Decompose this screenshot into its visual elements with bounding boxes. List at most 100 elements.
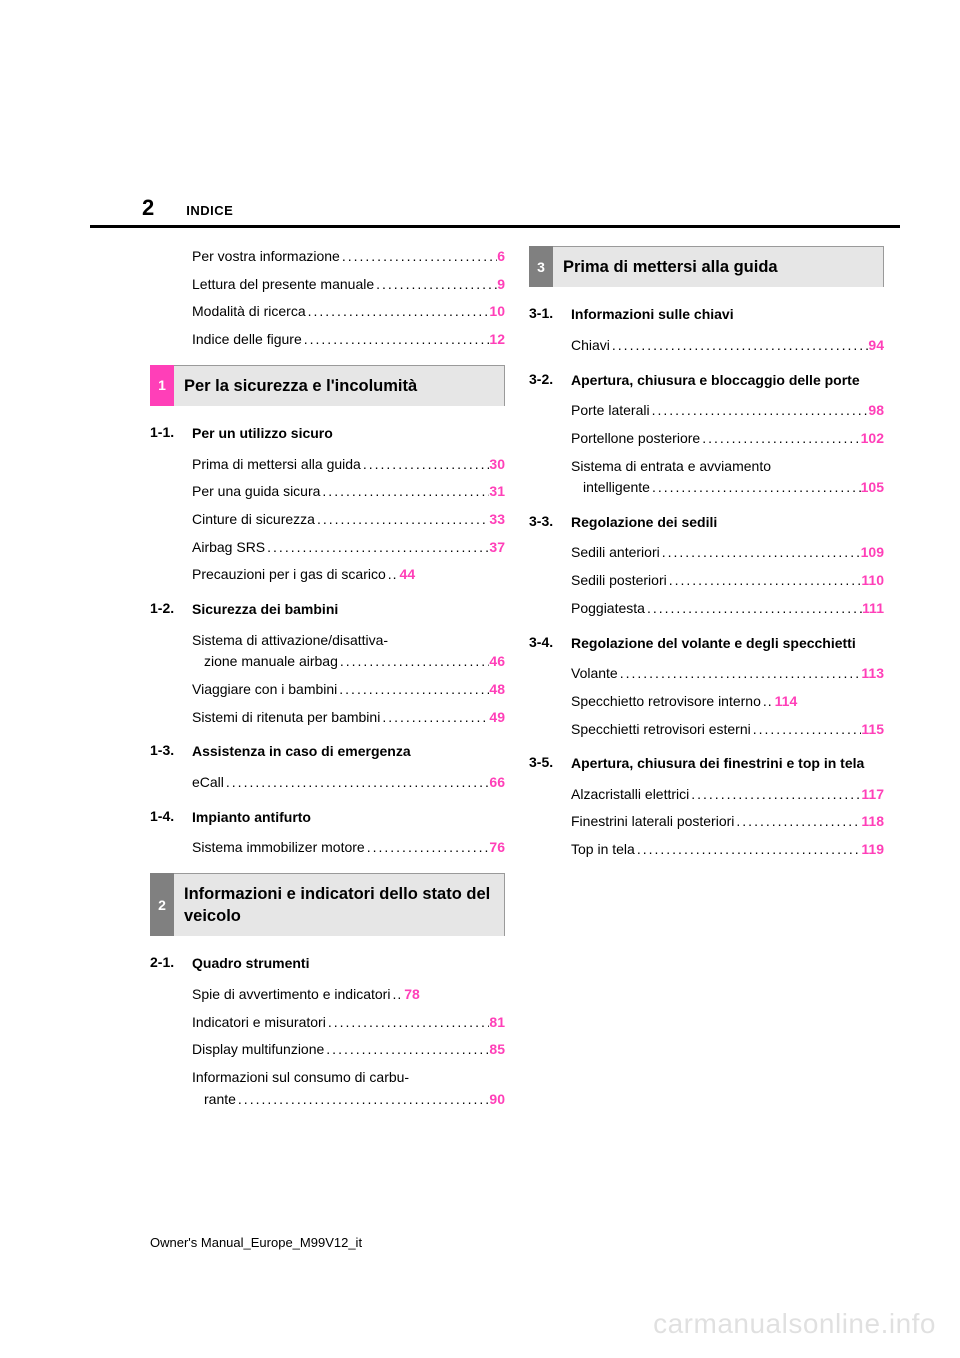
toc-leader-dots: ........................................…	[306, 301, 490, 323]
toc-section: 3-5.Apertura, chiusura dei finestrini e …	[529, 754, 884, 774]
toc-page-number[interactable]: 81	[489, 1012, 505, 1034]
toc-page-number[interactable]: 12	[489, 329, 505, 351]
toc-leader-dots: ........................................…	[365, 837, 490, 859]
toc-leader-dots: ........................................…	[337, 679, 489, 701]
toc-entry-label: Per una guida sicura	[192, 481, 320, 503]
toc-entry-label: Sistemi di ritenuta per bambini	[192, 707, 380, 729]
chapter-title: Informazioni e indicatori dello stato de…	[174, 873, 505, 937]
toc-page-number[interactable]: 10	[489, 301, 505, 323]
toc-entry-label: Modalità di ricerca	[192, 301, 306, 323]
footer-text: Owner's Manual_Europe_M99V12_it	[150, 1235, 362, 1250]
toc-page-number[interactable]: 46	[489, 651, 505, 673]
toc-page-number[interactable]: 90	[489, 1089, 505, 1111]
chapter-header: 1Per la sicurezza e l'incolumità	[150, 365, 505, 406]
toc-entry-label: Alzacristalli elettrici	[571, 784, 689, 806]
toc-leader-dots: ........................................…	[374, 274, 497, 296]
toc-page-number[interactable]: 33	[489, 509, 505, 531]
section-title: Sicurezza dei bambini	[192, 600, 338, 620]
toc-page-number[interactable]: 110	[861, 570, 884, 592]
chapter-tab: 3	[529, 246, 553, 287]
toc-entry-label: Airbag SRS	[192, 537, 265, 559]
toc-page-number[interactable]: 118	[861, 811, 884, 833]
toc-leader-dots: ........................................…	[650, 400, 869, 422]
toc-entry-label: Specchietto retrovisore interno	[571, 691, 761, 713]
toc-page-number[interactable]: 113	[861, 663, 884, 685]
toc-leader-dots: ........................................…	[302, 329, 490, 351]
toc-entry: Sistema di entrata e avviamentointellige…	[571, 456, 884, 499]
toc-page-number[interactable]: 111	[862, 598, 884, 620]
toc-entry-label: Porte laterali	[571, 400, 650, 422]
toc-entries: Porte laterali..........................…	[571, 400, 884, 499]
section-number: 2-1.	[150, 954, 192, 974]
toc-entry: Viaggiare con i bambini.................…	[192, 679, 505, 701]
toc-page-number[interactable]: 115	[861, 719, 884, 741]
toc-intro: Per vostra informazione.................…	[192, 246, 505, 351]
toc-page-number[interactable]: 105	[861, 477, 884, 499]
toc-entries: Prima di mettersi alla guida............…	[192, 454, 505, 586]
section-number: 1-3.	[150, 742, 192, 762]
toc-entry: Indice delle figure.....................…	[192, 329, 505, 351]
toc-entry: Portellone posteriore...................…	[571, 428, 884, 450]
toc-page-number[interactable]: 109	[861, 542, 884, 564]
toc-leader-dots: ........................................…	[618, 663, 862, 685]
chapter-tab: 2	[150, 873, 174, 937]
toc-section: 2-1.Quadro strumenti	[150, 954, 505, 974]
toc-entry: eCall...................................…	[192, 772, 505, 794]
toc-leader-dots: ........................................…	[340, 246, 497, 268]
section-number: 3-3.	[529, 513, 571, 533]
toc-page-number[interactable]: 9	[497, 274, 505, 296]
toc-page-number[interactable]: 30	[489, 454, 505, 476]
section-number: 3-5.	[529, 754, 571, 774]
toc-page-number[interactable]: 102	[861, 428, 884, 450]
toc-leader-dots: ..	[761, 691, 775, 713]
toc-entries: Sistema di attivazione/disattiva-zione m…	[192, 630, 505, 729]
toc-page-number[interactable]: 49	[489, 707, 505, 729]
header-rule	[90, 225, 900, 228]
toc-page-number[interactable]: 44	[400, 564, 416, 586]
toc-entry: Specchietto retrovisore interno..114	[571, 691, 884, 713]
toc-entry: Porte laterali..........................…	[571, 400, 884, 422]
toc-entries: Volante.................................…	[571, 663, 884, 740]
toc-page-number[interactable]: 78	[404, 984, 420, 1006]
toc-entry: Cinture di sicurezza....................…	[192, 509, 505, 531]
toc-page-number[interactable]: 37	[489, 537, 505, 559]
toc-section: 3-2.Apertura, chiusura e bloccaggio dell…	[529, 371, 884, 391]
toc-page-number[interactable]: 98	[868, 400, 884, 422]
toc-leader-dots: ........................................…	[224, 772, 490, 794]
toc-entry-label: Precauzioni per i gas di scarico	[192, 564, 386, 586]
toc-page: 2 INDICE Per vostra informazione........…	[0, 0, 960, 1125]
toc-entry-label: eCall	[192, 772, 224, 794]
toc-entry: Alzacristalli elettrici.................…	[571, 784, 884, 806]
page-header: 2 INDICE	[142, 195, 860, 221]
toc-entries: Spie di avvertimento e indicatori..78Ind…	[192, 984, 505, 1110]
toc-entry-label: Specchietti retrovisori esterni	[571, 719, 751, 741]
section-number: 1-2.	[150, 600, 192, 620]
toc-entries: eCall...................................…	[192, 772, 505, 794]
section-number: 3-4.	[529, 634, 571, 654]
toc-page-number[interactable]: 117	[861, 784, 884, 806]
section-title: Informazioni sulle chiavi	[571, 305, 734, 325]
toc-entry-label: Per vostra informazione	[192, 246, 340, 268]
toc-page-number[interactable]: 85	[489, 1039, 505, 1061]
toc-entry-label: Lettura del presente manuale	[192, 274, 374, 296]
chapter-header: 3Prima di mettersi alla guida	[529, 246, 884, 287]
toc-section: 1-4.Impianto antifurto	[150, 808, 505, 828]
toc-page-number[interactable]: 66	[489, 772, 505, 794]
toc-leader-dots: ........................................…	[326, 1012, 490, 1034]
toc-page-number[interactable]: 48	[489, 679, 505, 701]
toc-entry: Spie di avvertimento e indicatori..78	[192, 984, 505, 1006]
toc-entries: Chiavi..................................…	[571, 335, 884, 357]
toc-page-number[interactable]: 94	[868, 335, 884, 357]
toc-page-number[interactable]: 76	[489, 837, 505, 859]
toc-page-number[interactable]: 119	[861, 839, 884, 861]
toc-leader-dots: ........................................…	[338, 651, 490, 673]
toc-page-number[interactable]: 114	[775, 691, 798, 713]
toc-section: 1-2.Sicurezza dei bambini	[150, 600, 505, 620]
toc-leader-dots: ........................................…	[689, 784, 861, 806]
toc-section: 1-3.Assistenza in caso di emergenza	[150, 742, 505, 762]
toc-leader-dots: ........................................…	[751, 719, 862, 741]
toc-page-number[interactable]: 6	[497, 246, 505, 268]
toc-entry-label: Chiavi	[571, 335, 610, 357]
section-title: Impianto antifurto	[192, 808, 311, 828]
toc-page-number[interactable]: 31	[489, 481, 505, 503]
